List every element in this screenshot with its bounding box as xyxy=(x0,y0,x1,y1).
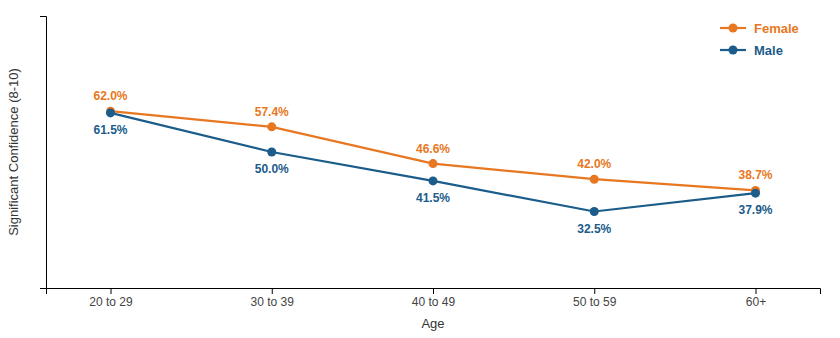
legend: Female Male xyxy=(720,21,799,58)
y-axis-title: Significant Confidence (8-10) xyxy=(6,68,21,236)
x-axis: 20 to 29 30 to 39 40 to 49 50 to 59 60+ xyxy=(47,288,821,309)
series-line xyxy=(111,113,756,212)
legend-label: Male xyxy=(754,43,783,58)
series-points xyxy=(106,108,760,216)
point xyxy=(429,176,438,185)
plot-marks xyxy=(106,107,760,216)
x-tick-mark xyxy=(594,288,595,294)
data-label: 46.6% xyxy=(416,142,450,156)
x-tick: 20 to 29 xyxy=(89,288,133,309)
x-tick: 40 to 49 xyxy=(412,288,456,309)
data-label: 61.5% xyxy=(93,123,127,137)
data-label: 57.4% xyxy=(255,105,289,119)
x-tick: 30 to 39 xyxy=(251,288,295,309)
x-tick: 60+ xyxy=(746,288,766,309)
data-label: 41.5% xyxy=(416,191,450,205)
x-tick-label: 40 to 49 xyxy=(412,295,456,309)
data-label: 38.7% xyxy=(738,168,772,182)
data-label: 32.5% xyxy=(577,222,611,236)
x-axis-title: Age xyxy=(421,316,444,331)
x-tick-label: 50 to 59 xyxy=(573,295,617,309)
x-tick-mark xyxy=(433,288,434,294)
point xyxy=(590,207,599,216)
data-label: 50.0% xyxy=(255,162,289,176)
series-points xyxy=(106,107,760,195)
x-tick-mark xyxy=(272,288,273,294)
chart: 20 to 29 30 to 39 40 to 49 50 to 59 60+ Age Si… xyxy=(0,0,840,338)
data-labels: 62.0% 57.4% 46.6% 42.0% 38.7% 61.5% 50.0% 41.5%… xyxy=(93,89,772,235)
x-tick-mark xyxy=(756,288,757,294)
data-label: 42.0% xyxy=(577,157,611,171)
x-tick-label: 60+ xyxy=(746,295,766,309)
point xyxy=(267,148,276,157)
y-axis xyxy=(40,17,47,289)
point xyxy=(267,122,276,131)
x-tick: 50 to 59 xyxy=(573,288,617,309)
legend-label: Female xyxy=(754,21,799,36)
point xyxy=(590,175,599,184)
point xyxy=(751,189,760,198)
point xyxy=(106,108,115,117)
point xyxy=(429,159,438,168)
legend-item: Female xyxy=(720,21,799,36)
series-line xyxy=(111,111,756,190)
legend-swatch-marker xyxy=(729,46,738,55)
legend-swatch-marker xyxy=(729,24,738,33)
x-tick-mark xyxy=(111,288,112,294)
legend-item: Male xyxy=(720,43,783,58)
data-label: 62.0% xyxy=(93,89,127,103)
data-label: 37.9% xyxy=(738,203,772,217)
x-tick-label: 20 to 29 xyxy=(89,295,133,309)
x-tick-label: 30 to 39 xyxy=(251,295,295,309)
y-axis-line xyxy=(40,17,47,289)
x-axis-line xyxy=(47,289,821,295)
